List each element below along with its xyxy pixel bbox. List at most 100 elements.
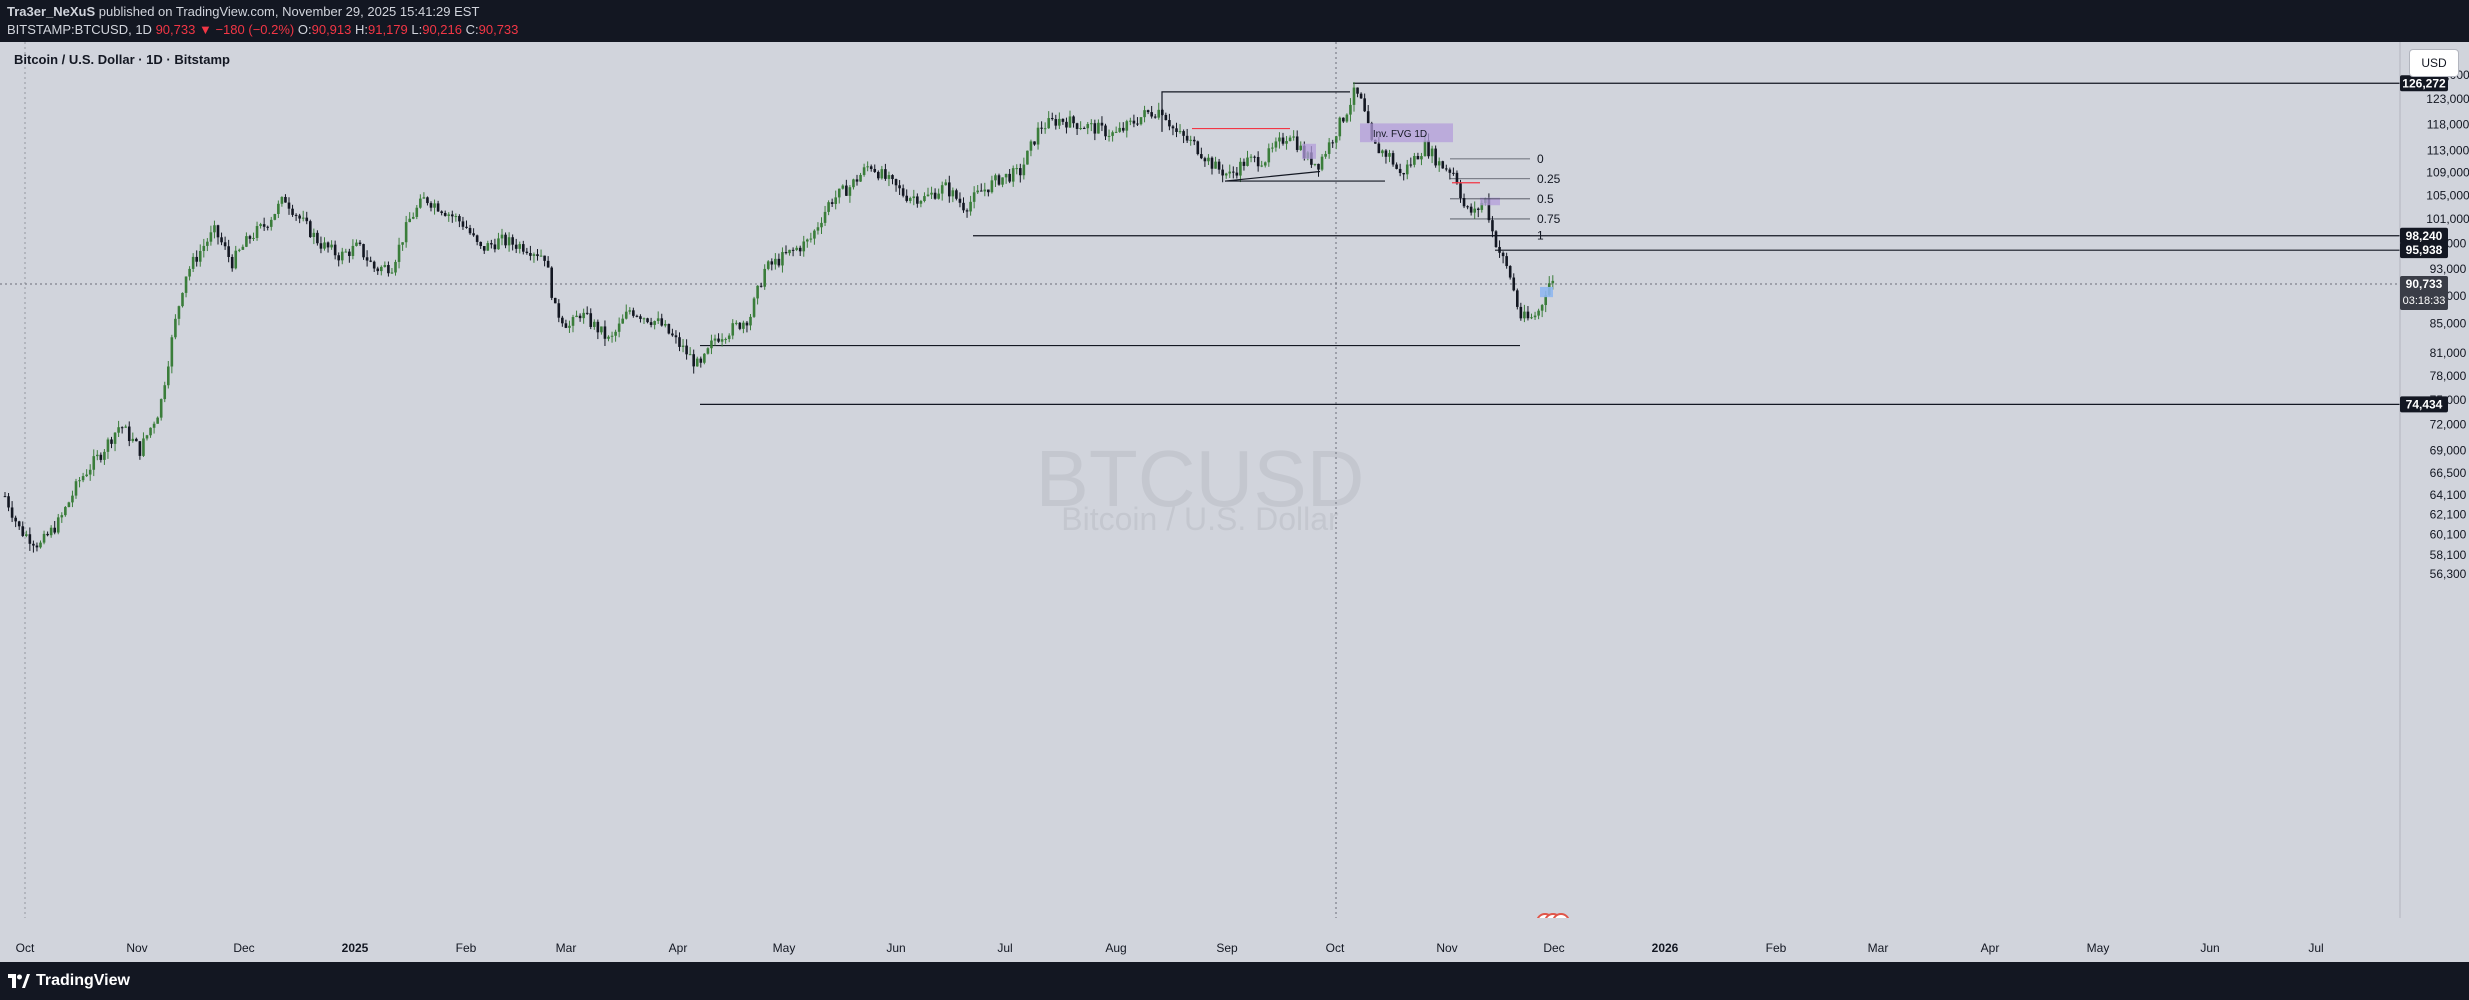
candle-body: [1111, 132, 1114, 136]
price-tick-label: 118,000: [2427, 117, 2469, 131]
candle-body: [859, 174, 862, 182]
range-box-top[interactable]: [1161, 91, 1350, 132]
candle-body: [997, 175, 1001, 185]
price-label-value: 90,733: [2406, 277, 2443, 291]
tradingview-logo[interactable]: TradingView: [8, 972, 130, 990]
candle-body: [468, 227, 472, 234]
candle-body: [834, 197, 837, 204]
candle-body: [635, 315, 639, 317]
candle-body: [458, 216, 461, 222]
candle-body: [60, 515, 64, 518]
candle-body: [1132, 120, 1136, 124]
time-tick-label: Aug: [1105, 941, 1126, 955]
price-axis[interactable]: [2400, 42, 2469, 918]
candle-body: [1232, 171, 1235, 173]
candle-body: [617, 323, 621, 332]
price-tick-label: 72,000: [2430, 418, 2467, 432]
candle-body: [1391, 153, 1395, 165]
price-label-value: 98,240: [2406, 229, 2443, 243]
fvg-zone[interactable]: [1540, 286, 1553, 298]
fvg-zone[interactable]: [1302, 143, 1316, 159]
candle-body: [411, 216, 415, 219]
candle-body: [987, 189, 990, 193]
candle-body: [1082, 128, 1086, 130]
candle-body: [1299, 145, 1303, 150]
chart-title: Bitcoin / U.S. Dollar · 1D · Bitstamp: [14, 52, 230, 67]
candle-body: [1366, 111, 1370, 124]
author-name[interactable]: Tra3er_NeXuS: [7, 4, 96, 19]
price-tick-label: 123,000: [2426, 92, 2469, 106]
candle-body: [397, 244, 401, 262]
candle-body: [727, 335, 731, 340]
candle-body: [1448, 169, 1452, 173]
candle-body: [1118, 127, 1121, 132]
candle-body: [17, 521, 21, 527]
candle-body: [1423, 140, 1427, 157]
candle-body: [1267, 148, 1271, 163]
candle-body: [607, 336, 610, 339]
candle-body: [387, 265, 390, 274]
candle-body: [965, 210, 969, 212]
price-tick-label: 93,000: [2430, 262, 2467, 276]
candle-body: [394, 261, 397, 273]
candle-body: [1540, 305, 1544, 311]
candle-body: [142, 438, 145, 456]
candle-body: [365, 257, 369, 261]
candle-body: [582, 312, 585, 319]
trend-line[interactable]: [1224, 170, 1321, 182]
time-tick-label: Nov: [1436, 941, 1457, 955]
candle-body: [1260, 165, 1263, 167]
candle-body: [731, 323, 735, 336]
candle-body: [7, 496, 10, 508]
candle-body: [738, 322, 742, 329]
candle-body: [454, 216, 458, 218]
candle-body: [1402, 172, 1405, 175]
candle-body: [1363, 98, 1366, 112]
candle-body: [88, 469, 92, 475]
price-change: −180 (−0.2%): [215, 22, 295, 37]
candle-body: [337, 255, 340, 261]
candle-body: [660, 318, 664, 326]
candle-body: [103, 451, 106, 460]
candle-body: [3, 496, 7, 498]
candle-body: [798, 247, 802, 252]
candle-body: [930, 192, 933, 195]
time-axis[interactable]: [0, 918, 2469, 962]
candle-body: [1033, 141, 1036, 145]
candle-body: [429, 203, 433, 208]
candle-body: [1022, 164, 1026, 176]
candle-body: [120, 427, 124, 429]
candle-body: [568, 325, 571, 328]
candle-body: [440, 211, 443, 213]
candle-body: [280, 196, 284, 204]
price-chart[interactable]: BTCUSD Bitcoin / U.S. Dollar Inv. FVG 1D…: [0, 42, 2469, 962]
candle-body: [1334, 136, 1338, 143]
candle-body: [340, 251, 344, 261]
candle-body: [951, 190, 955, 197]
candle-body: [830, 202, 834, 204]
candle-body: [1050, 118, 1054, 120]
candle-body: [1462, 198, 1466, 207]
candle-body: [837, 188, 841, 198]
candle-body: [383, 265, 387, 267]
candle-body: [585, 312, 589, 314]
candle-body: [53, 527, 56, 533]
fib-level-label: 0.75: [1537, 212, 1561, 226]
currency-button[interactable]: USD: [2409, 49, 2459, 77]
candle-body: [1203, 158, 1207, 162]
fvg-zone[interactable]: [1360, 123, 1453, 143]
candle-body: [791, 249, 795, 251]
fvg-zone[interactable]: [1480, 197, 1500, 206]
candle-body: [35, 545, 39, 548]
candle-body: [49, 527, 53, 536]
candle-body: [614, 331, 617, 336]
candle-body: [504, 234, 507, 246]
candle-body: [195, 256, 198, 262]
candle-body: [284, 196, 287, 203]
candle-body: [1004, 173, 1008, 178]
candle-body: [184, 276, 188, 293]
candle-body: [145, 435, 149, 439]
candle-body: [1065, 121, 1068, 128]
candle-body: [149, 427, 152, 436]
chart-area[interactable]: BTCUSD Bitcoin / U.S. Dollar Inv. FVG 1D…: [0, 42, 2469, 962]
